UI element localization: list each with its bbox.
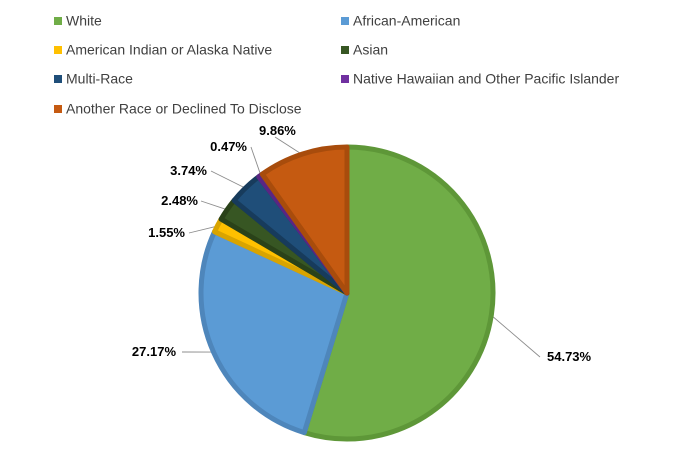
leader-line [251, 147, 261, 176]
legend-swatch [54, 46, 62, 54]
legend-swatch [54, 75, 62, 83]
leader-line [201, 201, 228, 210]
legend: White African-American American Indian or … [54, 13, 619, 117]
legend-swatch [341, 46, 349, 54]
data-label: 0.47% [210, 139, 247, 154]
leader-line [211, 171, 246, 189]
legend-label: Another Race or Declined To Disclose [66, 101, 302, 117]
legend-swatch [54, 105, 62, 113]
legend-item: American Indian or Alaska Native [54, 42, 272, 58]
data-label: 54.73% [547, 349, 592, 364]
legend-label: Multi-Race [66, 71, 133, 87]
legend-swatch [341, 75, 349, 83]
legend-label: American Indian or Alaska Native [66, 42, 272, 58]
legend-item: Multi-Race [54, 71, 133, 87]
legend-label: Asian [353, 42, 388, 58]
pie-slices [201, 147, 493, 439]
data-label: 27.17% [132, 344, 177, 359]
legend-item: Native Hawaiian and Other Pacific Island… [341, 71, 619, 87]
legend-item: White [54, 13, 102, 29]
legend-label: Native Hawaiian and Other Pacific Island… [353, 71, 619, 87]
legend-label: African-American [353, 13, 460, 29]
data-label: 3.74% [170, 163, 207, 178]
legend-item: Asian [341, 42, 388, 58]
legend-item: Another Race or Declined To Disclose [54, 101, 302, 117]
legend-item: African-American [341, 13, 460, 29]
legend-swatch [54, 17, 62, 25]
data-label: 9.86% [259, 123, 296, 138]
leader-line [490, 315, 540, 358]
legend-label: White [66, 13, 102, 29]
legend-swatch [341, 17, 349, 25]
data-label: 1.55% [148, 225, 185, 240]
data-label: 2.48% [161, 193, 198, 208]
leader-line [275, 137, 303, 155]
